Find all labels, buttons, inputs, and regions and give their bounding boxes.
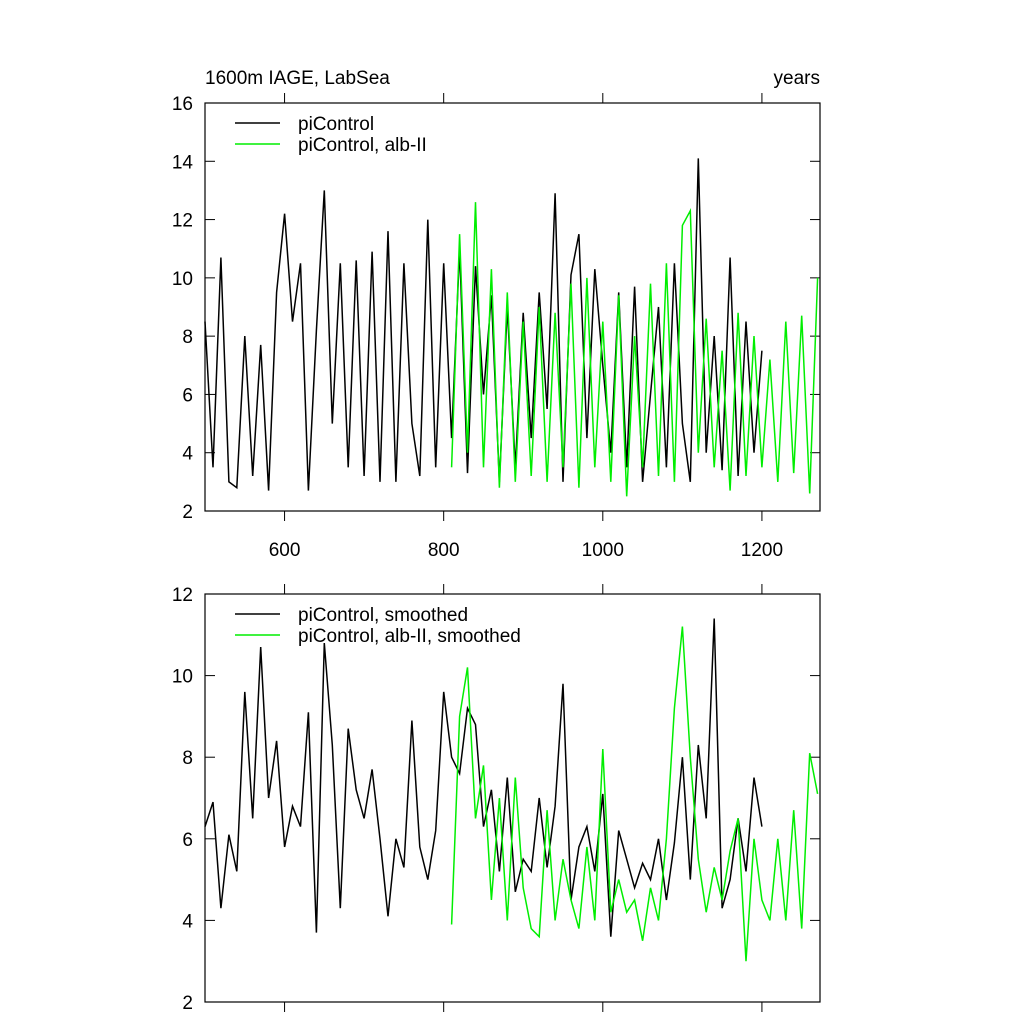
series-line (450, 626, 819, 962)
legend-label: piControl, alb-II, smoothed (298, 626, 521, 647)
y-tick-label: 10 (172, 667, 193, 688)
y-tick-label: 8 (182, 327, 193, 348)
y-tick-label: 16 (172, 94, 193, 115)
chart-title: 1600m IAGE, LabSea (205, 68, 390, 89)
legend-label: piControl, alb-II (298, 135, 427, 156)
legend-label: piControl, smoothed (298, 605, 468, 626)
y-tick-label: 2 (182, 993, 193, 1014)
plot-frame (204, 593, 821, 1003)
series-line (204, 618, 763, 937)
series-line (450, 202, 819, 497)
x-tick-label: 1000 (582, 540, 624, 561)
y-tick-label: 6 (182, 385, 193, 406)
plot-frame (204, 102, 821, 512)
y-tick-label: 12 (172, 211, 193, 232)
legend-label: piControl (298, 114, 374, 135)
y-tick-label: 8 (182, 748, 193, 769)
chart-subtitle: years (774, 68, 820, 89)
x-tick-label: 1200 (741, 540, 783, 561)
y-tick-label: 10 (172, 269, 193, 290)
y-tick-label: 2 (182, 502, 193, 523)
y-tick-label: 12 (172, 585, 193, 606)
y-tick-label: 6 (182, 830, 193, 851)
series-line (204, 158, 763, 491)
y-tick-label: 4 (182, 444, 193, 465)
x-tick-label: 600 (269, 540, 301, 561)
x-tick-label: 800 (428, 540, 460, 561)
y-tick-label: 14 (172, 152, 194, 173)
y-tick-label: 4 (182, 911, 193, 932)
